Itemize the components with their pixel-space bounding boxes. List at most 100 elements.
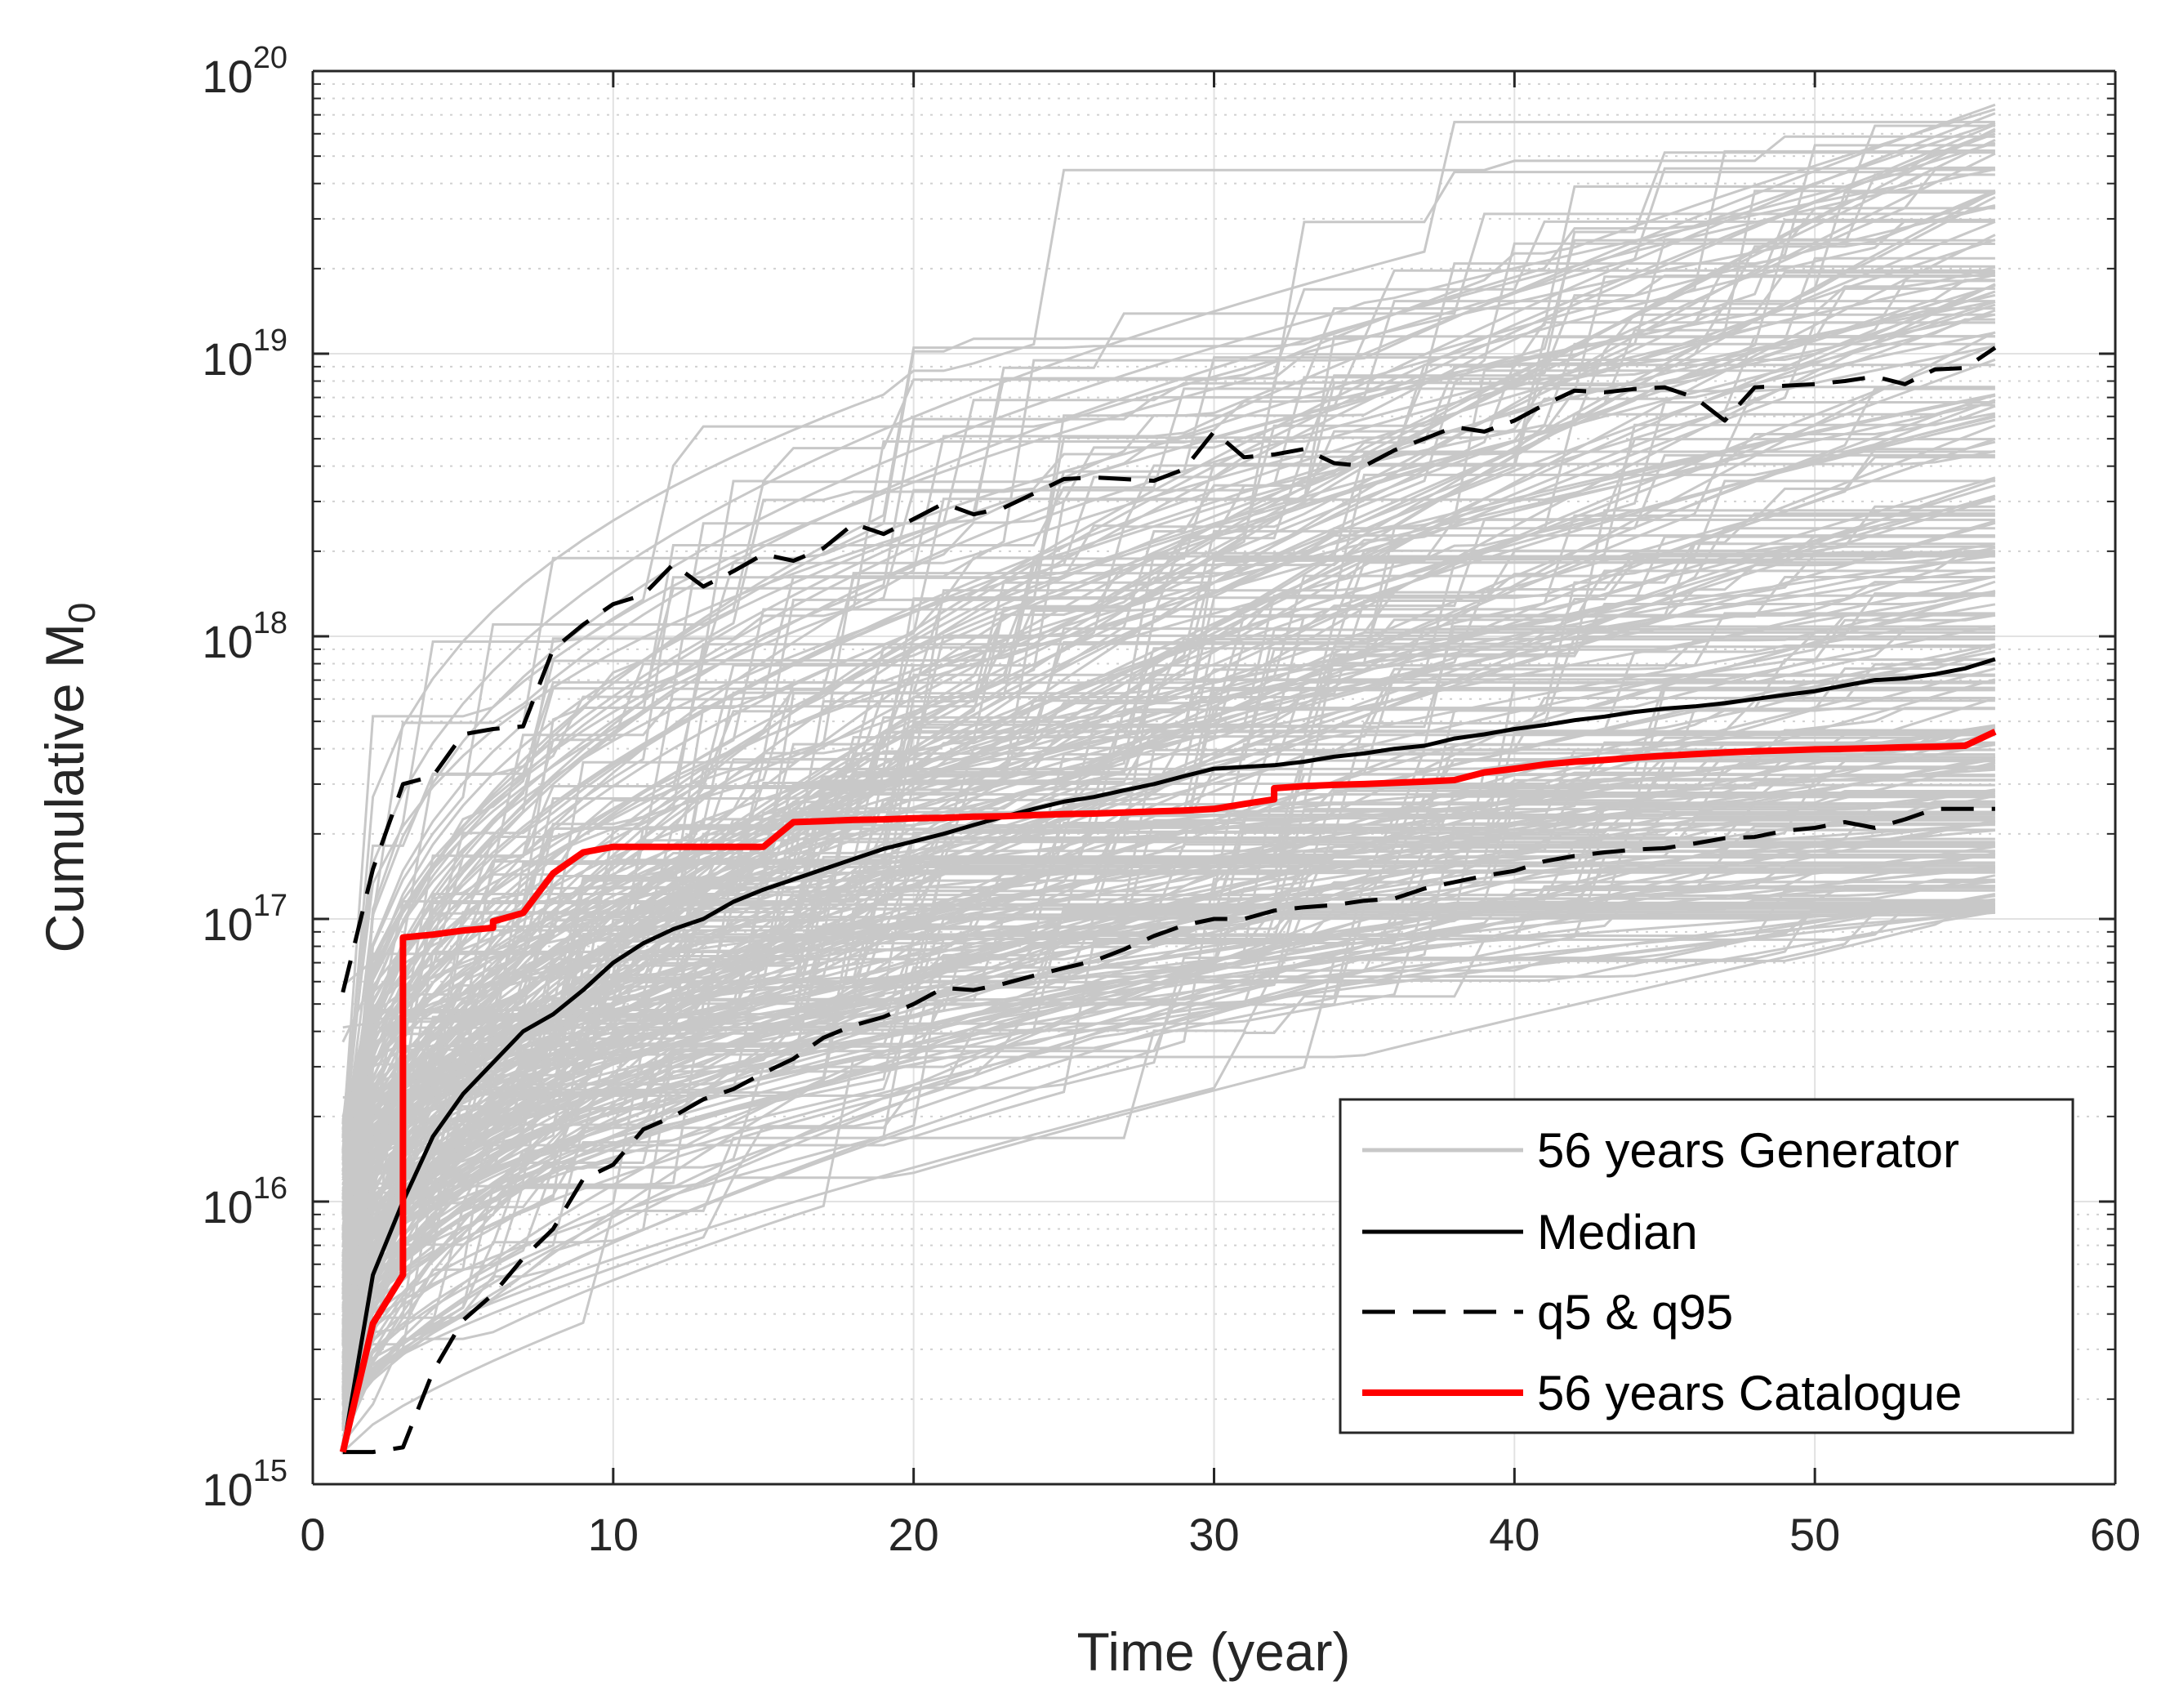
generator-series-line <box>341 566 1996 1453</box>
generator-series-line <box>341 907 1995 1384</box>
generator-series-line <box>341 151 1995 1400</box>
y-tick-label: 1018 <box>202 606 287 667</box>
generator-series-line <box>341 734 1995 1267</box>
generator-series-line <box>341 734 1995 1173</box>
legend-label-generator: 56 years Generator <box>1537 1123 1959 1178</box>
generator-series-line <box>341 903 1995 1397</box>
x-tick-label: 50 <box>1789 1509 1840 1560</box>
summary-lines <box>339 346 1997 1455</box>
x-tick-labels: 0 10 20 30 40 50 60 <box>300 1509 2141 1560</box>
generator-series-line <box>341 542 1995 1189</box>
q5-line <box>342 806 1995 1455</box>
median-line <box>341 657 1996 1453</box>
generator-series-line <box>341 823 1995 1211</box>
y-tick-exponent: 19 <box>253 323 287 358</box>
generator-series-line <box>341 906 1995 1260</box>
generator-series-line <box>341 743 1996 1397</box>
generator-series-line <box>341 412 1996 1345</box>
generator-series-line <box>341 644 1995 1151</box>
generator-series-line <box>341 331 1996 1271</box>
generator-series-line <box>342 889 1995 1367</box>
generator-series-line <box>341 903 1995 1378</box>
generator-series-line <box>341 658 1995 1157</box>
generator-series-line <box>341 108 1996 1192</box>
y-tick-label: 1019 <box>202 323 287 385</box>
generator-series-line <box>341 864 1995 1118</box>
x-axis-label: Time (year) <box>1077 1621 1351 1682</box>
generator-series-line <box>341 393 1996 1124</box>
generator-series-line <box>341 778 1995 1345</box>
generator-series-line <box>341 625 1995 1295</box>
y-axis-label: Cumulative M0 <box>34 602 103 952</box>
x-tick-label: 10 <box>588 1509 639 1560</box>
y-tick-exponent: 16 <box>253 1171 287 1206</box>
generator-series-line <box>341 103 1996 1321</box>
y-tick-base: 10 <box>202 1181 252 1233</box>
generator-series-line <box>341 730 1995 1420</box>
generator-series-line <box>341 269 1995 1229</box>
generator-series-line <box>341 760 1996 1332</box>
y-tick-base: 10 <box>202 1464 252 1515</box>
generator-series-line <box>341 881 1995 1345</box>
y-tick-exponent: 20 <box>253 41 287 75</box>
generator-series-line <box>341 774 1995 1313</box>
generator-series-line <box>341 399 1996 1321</box>
generator-series-line <box>341 394 1996 1335</box>
legend-label-median: Median <box>1537 1205 1698 1260</box>
generator-series-line <box>341 218 1995 1427</box>
x-tick-label: 0 <box>300 1509 325 1560</box>
x-tick-label: 40 <box>1489 1509 1539 1560</box>
generator-series-line <box>341 871 1995 1390</box>
legend-label-catalogue: 56 years Catalogue <box>1537 1366 1962 1420</box>
generator-series-line <box>341 828 1995 1337</box>
x-tick-label: 20 <box>889 1509 939 1560</box>
generator-series-line <box>341 335 1995 1256</box>
generator-series-line <box>341 802 1995 1411</box>
generator-lines <box>341 103 1996 1455</box>
generator-series-line <box>341 542 1996 1172</box>
generator-series-line <box>341 191 1995 1438</box>
generator-series-line <box>341 911 1995 1444</box>
generator-series-line <box>341 555 1995 1248</box>
generator-series-line <box>341 167 1996 1161</box>
generator-series-line <box>341 123 1996 1392</box>
catalogue-line <box>339 729 1997 1453</box>
axes <box>311 69 2117 1486</box>
generator-series-line <box>341 321 1995 1396</box>
generator-series-line <box>341 613 1996 1214</box>
y-tick-label: 1016 <box>202 1171 287 1233</box>
y-tick-exponent: 17 <box>253 889 287 923</box>
generator-series-line <box>341 910 1996 1202</box>
generator-series-line <box>341 479 1995 1172</box>
generator-series-line <box>341 795 1995 1280</box>
generator-series-line <box>341 758 1996 1291</box>
generator-series-line <box>341 901 1995 1448</box>
y-axis-label-subscript: 0 <box>60 602 103 623</box>
legend-box <box>1339 1098 2074 1434</box>
generator-series-line <box>341 631 1995 1135</box>
y-tick-exponent: 15 <box>253 1454 287 1488</box>
generator-series-line <box>341 624 1996 1325</box>
generator-series-line <box>341 453 1995 1173</box>
generator-series-line <box>341 819 1996 1262</box>
y-tick-base: 10 <box>202 899 252 950</box>
x-tick-label: 30 <box>1188 1509 1239 1560</box>
generator-series-line <box>341 520 1996 1165</box>
y-axis-label-main: Cumulative M <box>34 623 95 952</box>
y-tick-label: 1020 <box>202 41 287 102</box>
generator-series-line <box>341 300 1996 1199</box>
generator-series-line <box>341 307 1995 1130</box>
legend: 56 years Generator Median q5 & q95 56 ye… <box>1339 1098 2074 1434</box>
generator-series-line <box>341 342 1995 1247</box>
y-tick-label: 1015 <box>202 1454 287 1515</box>
generator-series-line <box>341 854 1996 1407</box>
generator-series-line <box>341 135 1995 1151</box>
legend-label-quantile: q5 & q95 <box>1537 1285 1733 1340</box>
generator-series-line <box>341 590 1996 1211</box>
y-tick-label: 1017 <box>202 889 287 950</box>
y-tick-base: 10 <box>202 333 252 385</box>
generator-series-line <box>341 120 1995 1153</box>
generator-series-line <box>341 518 1995 1236</box>
